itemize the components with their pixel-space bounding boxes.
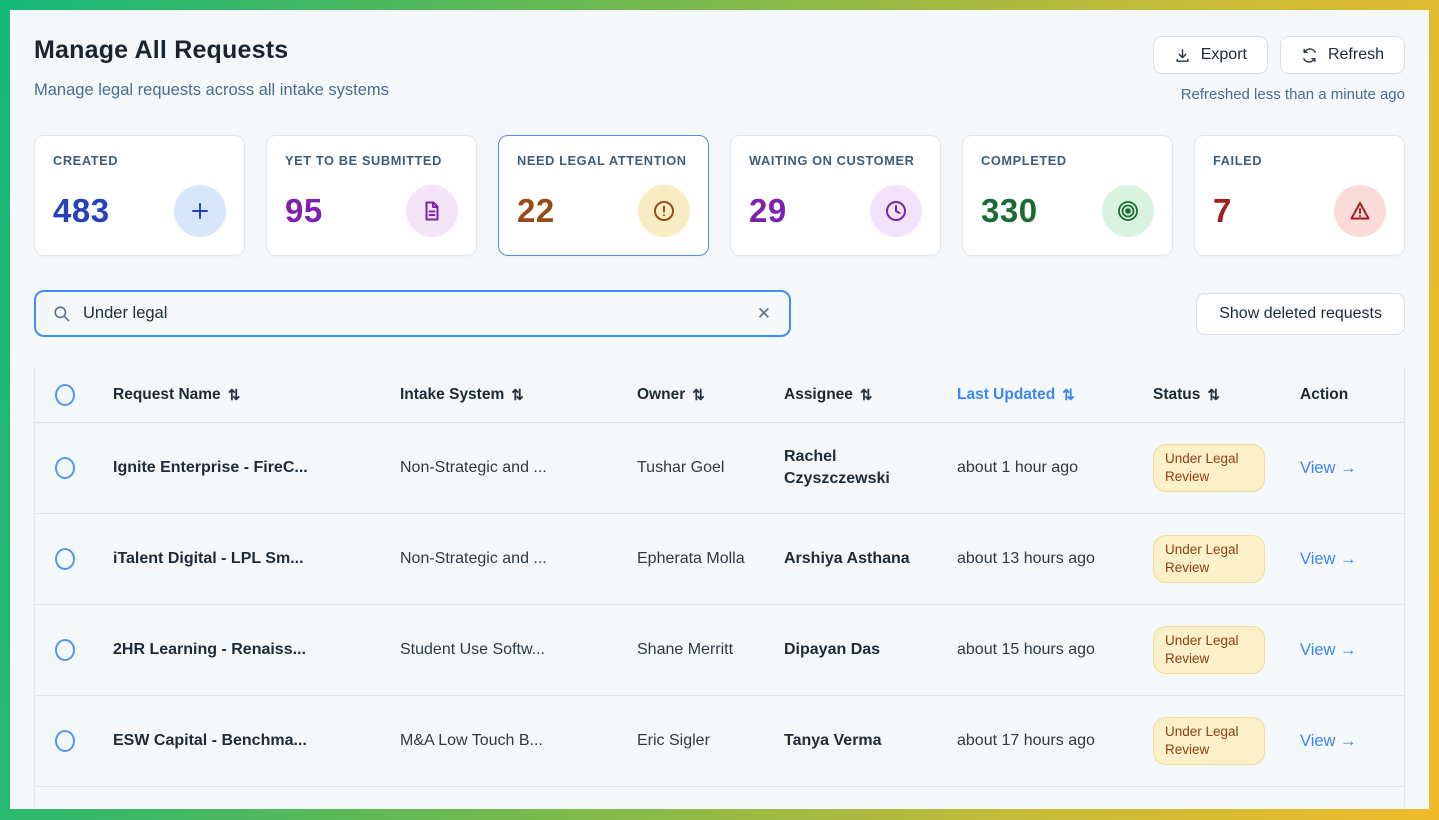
table-row: ESW Capital - Benchma... M&A Low Touch B… [35, 696, 1404, 787]
page-subtitle: Manage legal requests across all intake … [34, 81, 389, 99]
request-name: iTalent Digital - LPL Sm... [113, 550, 304, 568]
refresh-icon [1301, 47, 1318, 64]
refresh-label: Refresh [1327, 46, 1384, 63]
view-link[interactable]: View → [1300, 731, 1357, 750]
clear-search-icon[interactable]: ✕ [756, 304, 771, 323]
view-link[interactable]: View → [1300, 640, 1357, 659]
sort-icon: ⇅ [511, 387, 524, 404]
stat-card-failed[interactable]: FAILED 7 [1194, 135, 1405, 256]
row-checkbox[interactable] [55, 639, 75, 661]
filter-row: ✕ Show deleted requests [34, 290, 1405, 337]
sort-icon: ⇅ [227, 387, 241, 404]
column-header-status[interactable]: Status ⇅ [1153, 386, 1220, 404]
refreshed-note: Refreshed less than a minute ago [1180, 86, 1405, 103]
select-all-checkbox[interactable] [55, 384, 75, 406]
stat-value: 29 [749, 192, 787, 229]
assignee: Dipayan Das [784, 641, 881, 659]
search-input[interactable] [83, 304, 743, 323]
request-name: Ignite Enterprise - FireC... [113, 459, 308, 477]
table-header-row: Request Name ⇅ Intake System ⇅ Owner ⇅ Assi… [35, 368, 1404, 423]
table-row: 2HR Learning - Renaiss... Student Use So… [35, 605, 1404, 696]
last-updated: about 1 hour ago [957, 459, 1078, 477]
column-header-request-name[interactable]: Request Name ⇅ [113, 386, 241, 404]
manage-requests-page: Manage All Requests Manage legal request… [10, 10, 1429, 809]
stat-card-completed[interactable]: COMPLETED 330 [962, 135, 1173, 256]
row-checkbox[interactable] [55, 730, 75, 752]
owner: Epherata Molla [637, 550, 745, 568]
stat-card-need-legal-attention[interactable]: NEED LEGAL ATTENTION 22 [498, 135, 709, 256]
topbar: Manage All Requests Manage legal request… [34, 36, 1405, 103]
stat-value: 7 [1213, 192, 1232, 229]
clock-icon [870, 185, 922, 237]
owner: Eric Sigler [637, 732, 710, 750]
stat-cards: CREATED 483 YET TO BE SUBMITTED 95 NEED … [34, 135, 1405, 256]
title-block: Manage All Requests Manage legal request… [34, 36, 389, 100]
export-label: Export [1200, 46, 1247, 63]
column-header-action: Action [1300, 386, 1349, 403]
search-icon [52, 304, 71, 323]
page-title: Manage All Requests [34, 36, 289, 64]
partial-next-row [35, 787, 1404, 807]
stat-card-yet-to-be-submitted[interactable]: YET TO BE SUBMITTED 95 [266, 135, 477, 256]
request-name: ESW Capital - Benchma... [113, 732, 307, 750]
stat-label: YET TO BE SUBMITTED [285, 153, 442, 168]
download-icon [1174, 47, 1191, 64]
column-header-owner[interactable]: Owner ⇅ [637, 386, 705, 404]
sort-icon: ⇅ [692, 387, 705, 404]
row-checkbox[interactable] [55, 457, 75, 479]
intake-system: Student Use Softw... [400, 641, 545, 659]
stat-label: NEED LEGAL ATTENTION [517, 153, 687, 168]
stat-label: WAITING ON CUSTOMER [749, 153, 915, 168]
stat-value: 95 [285, 192, 323, 229]
requests-table: Request Name ⇅ Intake System ⇅ Owner ⇅ Assi… [34, 368, 1405, 807]
status-badge: Under Legal Review [1153, 717, 1265, 765]
intake-system: Non-Strategic and ... [400, 550, 547, 568]
intake-system: M&A Low Touch B... [400, 732, 543, 750]
alert-circle-icon [638, 185, 690, 237]
top-actions: Export Refresh Refreshed less than a min… [1152, 36, 1405, 103]
warning-triangle-icon [1334, 185, 1386, 237]
column-header-intake-system[interactable]: Intake System ⇅ [400, 386, 524, 404]
view-link[interactable]: View → [1300, 458, 1357, 477]
stat-card-waiting-on-customer[interactable]: WAITING ON CUSTOMER 29 [730, 135, 941, 256]
plus-icon [174, 185, 226, 237]
status-badge: Under Legal Review [1153, 535, 1265, 583]
owner: Shane Merritt [637, 641, 734, 659]
column-header-last-updated[interactable]: Last Updated ⇅ [957, 386, 1075, 404]
last-updated: about 17 hours ago [957, 732, 1095, 750]
column-header-assignee[interactable]: Assignee ⇅ [784, 386, 873, 404]
intake-system: Non-Strategic and ... [400, 459, 547, 477]
status-badge: Under Legal Review [1153, 626, 1265, 674]
last-updated: about 15 hours ago [957, 641, 1095, 659]
sort-icon: ⇅ [859, 387, 873, 404]
sort-icon: ⇅ [1207, 387, 1220, 404]
assignee: Arshiya Asthana [784, 550, 910, 568]
assignee: Tanya Verma [784, 732, 882, 750]
refresh-button[interactable]: Refresh [1279, 36, 1405, 74]
document-icon [406, 185, 458, 237]
assignee: Rachel Czyszczewski [784, 448, 890, 487]
sort-icon: ⇅ [1062, 387, 1075, 404]
table-row: Ignite Enterprise - FireC... Non-Strateg… [35, 423, 1404, 514]
stat-value: 330 [981, 192, 1038, 229]
stat-card-created[interactable]: CREATED 483 [34, 135, 245, 256]
target-icon [1102, 185, 1154, 237]
stat-label: FAILED [1213, 153, 1263, 168]
table-row: iTalent Digital - LPL Sm... Non-Strategi… [35, 514, 1404, 605]
owner: Tushar Goel [637, 459, 725, 477]
stat-label: COMPLETED [981, 153, 1067, 168]
search-box[interactable]: ✕ [34, 290, 791, 337]
last-updated: about 13 hours ago [957, 550, 1095, 568]
status-badge: Under Legal Review [1153, 444, 1265, 492]
stat-value: 483 [53, 192, 110, 229]
request-name: 2HR Learning - Renaiss... [113, 641, 306, 659]
stat-label: CREATED [53, 153, 119, 168]
row-checkbox[interactable] [55, 548, 75, 570]
show-deleted-requests-button[interactable]: Show deleted requests [1196, 292, 1405, 335]
view-link[interactable]: View → [1300, 549, 1357, 568]
stat-value: 22 [517, 192, 555, 229]
export-button[interactable]: Export [1152, 36, 1268, 74]
